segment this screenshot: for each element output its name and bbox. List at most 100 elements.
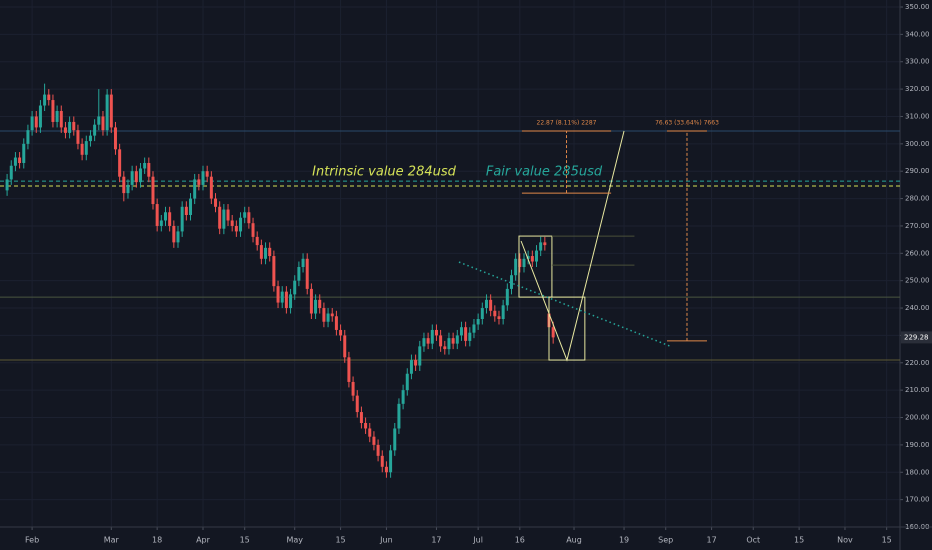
x-tick-label: 15 — [240, 536, 250, 545]
candle-body — [493, 310, 497, 317]
measure-label: 76.63 (33.64%) 7663 — [655, 119, 719, 126]
x-tick-label: 17 — [431, 536, 441, 545]
y-tick-label: 170.00 — [905, 496, 930, 504]
candle-body — [176, 231, 180, 243]
candle-body — [297, 267, 301, 281]
y-tick-label: 270.00 — [905, 222, 930, 230]
candle-body — [514, 258, 518, 276]
candle-body — [293, 280, 297, 295]
candle-body — [393, 428, 397, 451]
candle-body — [180, 206, 184, 232]
candle-body — [276, 286, 280, 303]
candle-body — [197, 179, 201, 185]
candle-body — [501, 305, 505, 319]
x-tick-label: 16 — [515, 536, 525, 545]
candle-body — [272, 256, 276, 287]
candle-body — [163, 212, 167, 221]
candle-body — [305, 258, 309, 289]
candle-body — [84, 141, 88, 155]
candle-body — [284, 291, 288, 309]
x-tick-label: Oct — [746, 536, 760, 545]
candle-body — [368, 428, 372, 437]
annotation: Fair value 285usd — [486, 165, 603, 180]
x-tick-label: Apr — [196, 536, 211, 545]
candle-body — [318, 299, 322, 309]
candle-body — [93, 124, 97, 136]
y-tick-label: 200.00 — [905, 414, 930, 422]
candle-body — [476, 319, 480, 325]
last-price-box — [901, 331, 932, 344]
candle-body — [205, 171, 209, 177]
candle-body — [172, 225, 176, 243]
annotation: Intrinsic value 284usd — [312, 165, 456, 180]
candle-body — [401, 390, 405, 404]
candle-body — [88, 135, 92, 142]
candle-body — [189, 198, 193, 215]
candle-body — [51, 100, 55, 122]
candle-body — [480, 308, 484, 319]
candle-body — [384, 466, 388, 473]
candle-body — [259, 245, 263, 259]
candle-body — [434, 329, 438, 336]
candle-body — [214, 198, 218, 207]
candle-body — [59, 111, 63, 128]
y-tick-label: 280.00 — [905, 195, 930, 203]
candle-body — [155, 204, 159, 226]
candle-body — [101, 116, 105, 131]
candle-body — [543, 242, 547, 246]
candle-body — [5, 179, 9, 191]
candle-body — [422, 338, 426, 347]
candle-body — [464, 327, 468, 341]
candle-body — [309, 288, 313, 314]
candle-body — [534, 250, 538, 262]
candle-body — [472, 324, 476, 333]
candle-body — [509, 275, 513, 289]
candle-body — [109, 94, 113, 128]
candle-body — [505, 288, 509, 306]
x-tick-label: 18 — [152, 536, 162, 545]
candle-body — [526, 256, 530, 259]
candle-body — [372, 436, 376, 445]
candle-body — [80, 143, 84, 155]
y-tick-label: 350.00 — [905, 3, 930, 11]
candle-body — [326, 313, 330, 322]
candle-body — [280, 291, 284, 303]
candle-body — [105, 94, 109, 131]
candle-body — [222, 209, 226, 229]
candle-body — [426, 338, 430, 344]
candle-body — [168, 212, 172, 226]
candle-body — [414, 360, 418, 366]
x-tick-label: 15 — [335, 536, 345, 545]
candle-body — [430, 329, 434, 344]
candle-body — [243, 212, 247, 218]
candle-body — [47, 94, 51, 101]
candle-body — [72, 121, 76, 131]
candle-body — [376, 444, 380, 456]
y-tick-label: 210.00 — [905, 386, 930, 394]
y-tick-label: 240.00 — [905, 304, 930, 312]
candle-body — [339, 329, 343, 336]
x-tick-label: 15 — [794, 536, 804, 545]
candle-body — [113, 127, 117, 150]
candle-body — [30, 116, 34, 131]
candle-body — [209, 176, 213, 199]
candle-body — [264, 247, 268, 259]
y-tick-label: 190.00 — [905, 441, 930, 449]
candle-body — [255, 236, 259, 246]
y-tick-label: 320.00 — [905, 85, 930, 93]
candle-body — [530, 256, 534, 262]
x-tick-label: Jun — [379, 536, 393, 545]
candle-body — [76, 130, 80, 144]
candle-body — [443, 346, 447, 350]
candle-body — [389, 450, 393, 473]
candle-body — [193, 179, 197, 199]
y-tick-label: 310.00 — [905, 112, 930, 120]
candle-body — [539, 242, 543, 251]
candle-body — [418, 346, 422, 366]
candle-body — [126, 184, 130, 194]
y-tick-label: 180.00 — [905, 468, 930, 476]
candle-body — [9, 165, 13, 180]
x-tick-label: May — [286, 536, 303, 545]
candle-body — [268, 247, 272, 257]
